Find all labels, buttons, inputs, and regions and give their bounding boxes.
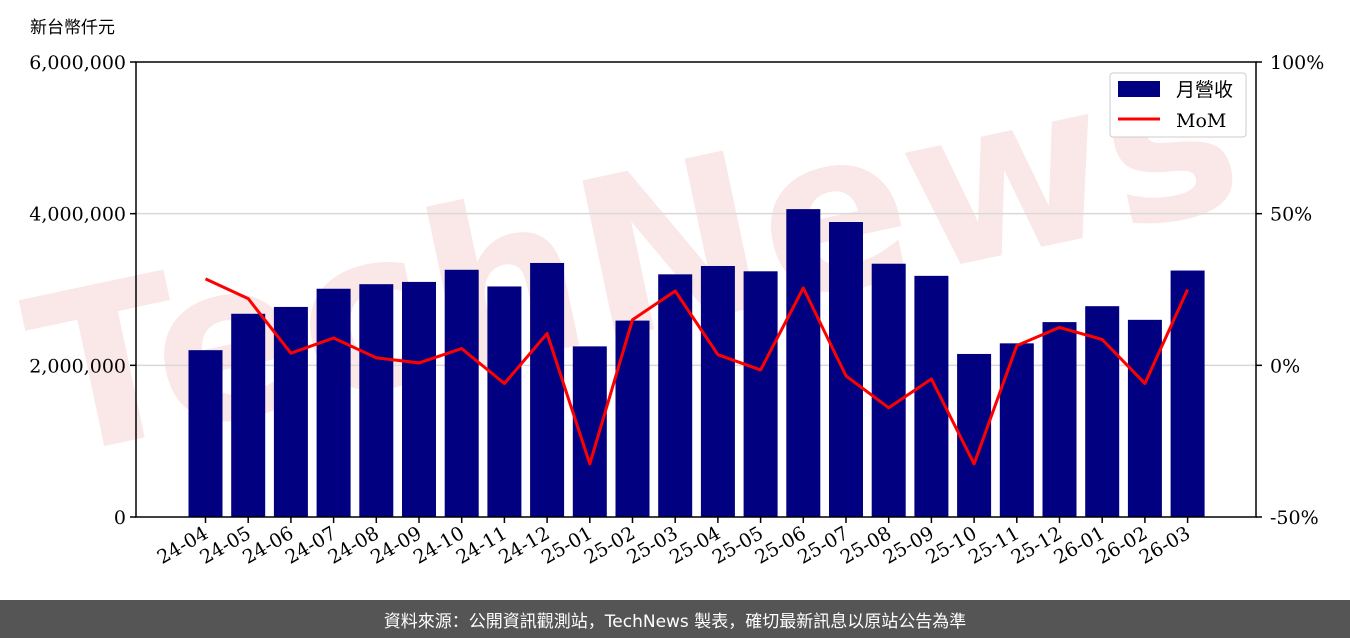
- legend-label-mom: MoM: [1176, 110, 1226, 132]
- bar-25-11: [999, 343, 1034, 517]
- bar-25-09: [914, 275, 949, 517]
- left-y-tick-label: 0: [114, 507, 126, 529]
- bar-24-06: [273, 306, 308, 517]
- bar-25-06: [786, 209, 821, 517]
- bar-26-03: [1170, 270, 1205, 517]
- legend-swatch-bar: [1118, 81, 1160, 97]
- footer-source-note: 資料來源：公開資訊觀測站，TechNews 製表，確切最新訊息以原站公告為準: [0, 600, 1350, 638]
- right-y-tick-label: 100%: [1270, 52, 1324, 74]
- legend-label-revenue: 月營收: [1176, 79, 1233, 101]
- bar-26-01: [1085, 306, 1120, 517]
- bar-25-07: [829, 222, 863, 517]
- bar-25-10: [957, 353, 992, 517]
- bar-26-02: [1127, 319, 1162, 517]
- bar-24-11: [487, 286, 522, 517]
- bar-25-05: [743, 271, 778, 517]
- bar-series: [188, 209, 1205, 517]
- right-y-tick-label: -50%: [1270, 507, 1319, 529]
- right-y-tick-label: 0%: [1270, 355, 1300, 377]
- y-axis-unit-label: 新台幣仟元: [30, 18, 115, 38]
- bar-24-09: [402, 281, 436, 517]
- bar-24-10: [444, 269, 479, 517]
- footer-text: 資料來源：公開資訊觀測站，TechNews 製表，確切最新訊息以原站公告為準: [383, 611, 967, 632]
- bar-25-02: [615, 320, 650, 517]
- bar-25-03: [658, 274, 693, 517]
- plot-frame: [135, 61, 1257, 518]
- left-y-tick-label: 6,000,000: [29, 52, 126, 74]
- mom-line: [204, 277, 1189, 466]
- bar-25-08: [871, 263, 906, 517]
- right-y-tick-label: 50%: [1270, 204, 1312, 226]
- left-y-tick-label: 4,000,000: [29, 204, 126, 226]
- mom-series: [204, 277, 1189, 466]
- chart-svg: TechNews 新台幣仟元 02,000,0004,000,0006,000,…: [9, 3, 1325, 569]
- bar-25-12: [1042, 322, 1077, 517]
- bar-25-04: [700, 265, 735, 517]
- bar-24-12: [530, 262, 565, 517]
- left-y-tick-label: 2,000,000: [29, 355, 126, 377]
- bar-24-08: [359, 284, 394, 517]
- legend: 月營收 MoM: [1109, 72, 1247, 138]
- bar-24-07: [316, 288, 351, 517]
- bar-24-04: [188, 350, 223, 517]
- bar-24-05: [231, 313, 266, 517]
